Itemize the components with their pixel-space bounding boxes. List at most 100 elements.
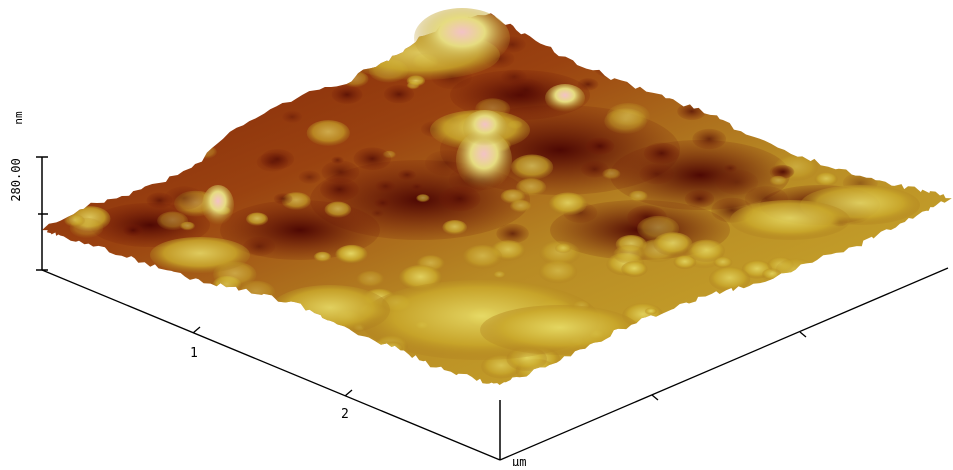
surface-grain xyxy=(726,42,743,53)
surface-grain xyxy=(442,220,468,235)
surface-grain xyxy=(657,312,691,333)
surface-grain xyxy=(690,61,719,78)
x-axis-right xyxy=(499,267,949,461)
surface-grain xyxy=(180,221,195,231)
surface-grain xyxy=(538,260,578,284)
surface-grain xyxy=(673,255,697,270)
surface-grain xyxy=(50,89,83,109)
surface-grain xyxy=(923,321,937,330)
surface-grain xyxy=(238,359,254,369)
surface-grain xyxy=(374,197,391,208)
surface-grain xyxy=(438,186,481,212)
surface-grain xyxy=(720,37,753,57)
surface-grain xyxy=(123,224,144,237)
surface-grain xyxy=(356,271,385,288)
x-tick-label-2: 2 xyxy=(341,407,349,422)
surface-grain xyxy=(210,359,237,376)
surface-grain xyxy=(150,75,171,88)
surface-grain xyxy=(643,142,680,164)
surface-grain xyxy=(626,75,647,88)
surface-grain xyxy=(700,313,726,328)
surface-grain xyxy=(683,366,728,385)
surface-grain xyxy=(155,155,184,173)
surface-peak xyxy=(545,84,585,112)
surface-grain xyxy=(153,93,192,117)
surface-grain xyxy=(194,145,217,159)
surface-grain xyxy=(507,78,545,102)
surface-grain xyxy=(884,83,924,107)
surface-grain xyxy=(335,245,366,264)
surface-grain xyxy=(496,223,529,244)
surface-grain xyxy=(46,356,84,379)
surface-grain xyxy=(577,78,599,91)
surface-grain xyxy=(733,17,752,28)
surface-grain xyxy=(217,48,261,75)
surface-grain xyxy=(729,27,745,37)
z-axis xyxy=(36,156,48,271)
surface-grain xyxy=(103,312,137,333)
surface-grain xyxy=(643,343,661,354)
surface-grain xyxy=(877,263,895,274)
surface-grain xyxy=(665,27,703,50)
surface-grain xyxy=(913,308,946,328)
surface-grain xyxy=(902,312,943,337)
ridge-region xyxy=(150,237,250,273)
surface-grain xyxy=(111,180,127,190)
surface-grain xyxy=(773,344,787,352)
surface-grain xyxy=(321,160,360,184)
surface-grain xyxy=(548,192,587,216)
surface-grain xyxy=(753,356,769,366)
ridge-region xyxy=(270,285,390,335)
surface-grain xyxy=(584,14,616,35)
surface-grain xyxy=(741,113,765,127)
surface-grain xyxy=(298,170,321,184)
surface-grain xyxy=(763,349,799,371)
surface-grain xyxy=(775,258,815,283)
surface-grain xyxy=(371,209,384,217)
x-axis-left xyxy=(41,269,501,461)
surface-grain xyxy=(178,362,195,372)
surface-grain xyxy=(75,256,118,282)
surface-grain xyxy=(643,349,678,370)
surface-grain xyxy=(74,332,106,352)
surface-grain xyxy=(105,83,147,108)
surface-grain xyxy=(306,120,350,146)
surface-grain xyxy=(493,271,506,279)
surface-grain xyxy=(638,367,657,379)
surface-grain xyxy=(753,15,796,41)
surface-grain xyxy=(853,16,893,41)
surface-grain xyxy=(324,201,352,218)
surface-grain xyxy=(284,45,300,55)
surface-grain xyxy=(692,128,727,150)
surface-grain xyxy=(130,163,146,173)
surface-grain xyxy=(272,322,290,334)
surface-grain xyxy=(74,56,114,80)
surface-grain xyxy=(905,51,938,70)
surface-grain xyxy=(621,261,648,277)
surface-grain xyxy=(701,323,726,339)
surface-grain xyxy=(98,150,133,171)
surface-grain xyxy=(43,131,80,154)
surface-grain xyxy=(341,70,369,88)
surface-grain xyxy=(277,313,306,331)
surface-grain xyxy=(772,165,795,179)
surface-grain xyxy=(101,157,116,166)
surface-grain xyxy=(613,244,646,264)
surface-grain xyxy=(146,23,177,42)
surface-grain xyxy=(555,243,572,254)
surface-grain xyxy=(761,59,803,85)
surface-grain xyxy=(840,254,877,276)
surface-grain xyxy=(628,190,648,202)
surface-grain xyxy=(331,85,363,104)
surface-grain xyxy=(123,114,157,135)
surface-grain xyxy=(581,160,609,178)
surface-peak xyxy=(414,8,510,68)
surface-grain xyxy=(273,193,293,205)
surface-grain xyxy=(606,103,650,129)
surface-grain xyxy=(758,96,790,116)
surface-grain xyxy=(815,325,854,349)
surface-grain xyxy=(416,194,430,203)
surface-grain xyxy=(696,311,721,327)
surface-grain xyxy=(197,355,233,377)
